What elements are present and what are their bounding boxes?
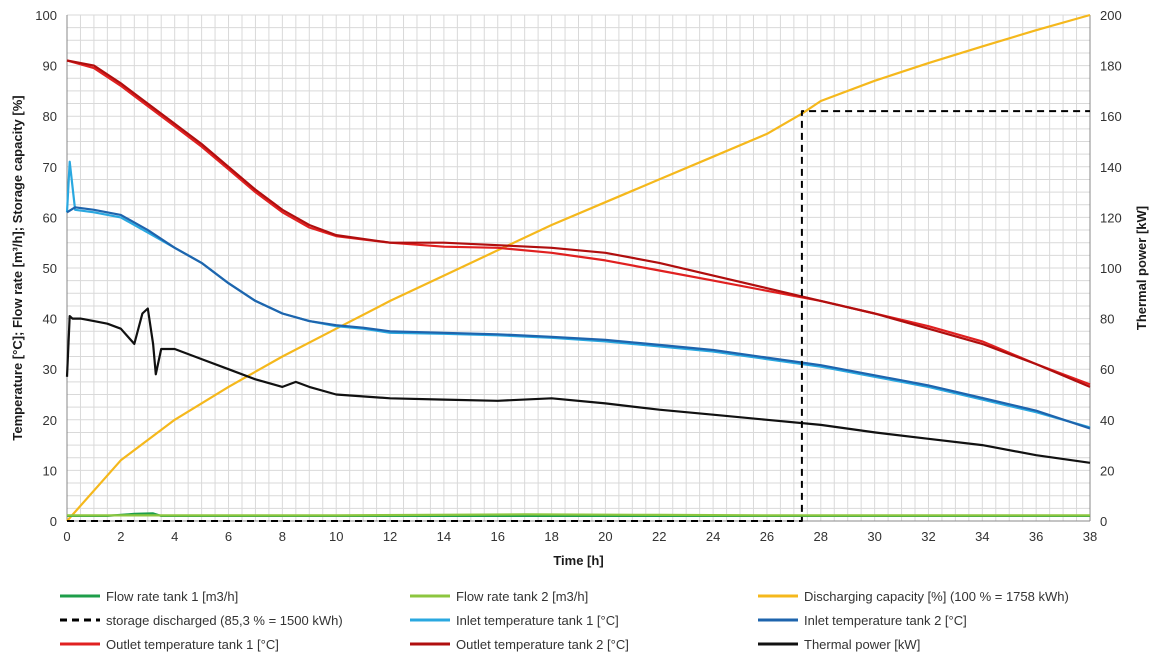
legend-label: Outlet temperature tank 1 [°C] <box>106 637 279 652</box>
legend-item: Outlet temperature tank 1 [°C] <box>60 637 279 652</box>
x-tick-label: 28 <box>814 529 828 544</box>
x-tick-label: 32 <box>921 529 935 544</box>
x-tick-label: 36 <box>1029 529 1043 544</box>
x-tick-label: 20 <box>598 529 612 544</box>
series-line-1 <box>67 513 1090 517</box>
legend-label: Flow rate tank 1 [m3/h] <box>106 589 238 604</box>
legend-item: storage discharged (85,3 % = 1500 kWh) <box>60 613 343 628</box>
y-tick-label: 10 <box>43 463 57 478</box>
legend-item: Thermal power [kW] <box>758 637 920 652</box>
x-tick-label: 38 <box>1083 529 1097 544</box>
y-tick-label: 50 <box>43 261 57 276</box>
x-tick-label: 4 <box>171 529 178 544</box>
x-tick-label: 10 <box>329 529 343 544</box>
y-tick-label: 80 <box>43 109 57 124</box>
series-line-8 <box>65 307 1091 464</box>
x-tick-label: 14 <box>437 529 451 544</box>
series-line-3 <box>67 110 1090 522</box>
legend-item: Flow rate tank 2 [m3/h] <box>410 589 588 604</box>
series-line-7 <box>66 59 1091 388</box>
y-tick-label: 30 <box>43 362 57 377</box>
legend-label: storage discharged (85,3 % = 1500 kWh) <box>106 613 343 628</box>
legend-label: Inlet temperature tank 2 [°C] <box>804 613 967 628</box>
y-tick-label: 40 <box>43 312 57 327</box>
x-tick-label: 2 <box>117 529 124 544</box>
x-tick-label: 0 <box>63 529 70 544</box>
series-line-4 <box>65 160 1091 429</box>
y2-tick-label: 140 <box>1100 160 1122 175</box>
y2-tick-label: 60 <box>1100 362 1114 377</box>
x-tick-label: 34 <box>975 529 989 544</box>
y-tick-label: 0 <box>50 514 57 529</box>
legend-label: Flow rate tank 2 [m3/h] <box>456 589 588 604</box>
x-tick-label: 12 <box>383 529 397 544</box>
y2-tick-label: 160 <box>1100 109 1122 124</box>
y-axis-title: Temperature [°C]; Flow rate [m³/h]; Stor… <box>10 95 25 440</box>
series-line-5 <box>66 206 1091 430</box>
legend-item: Discharging capacity [%] (100 % = 1758 k… <box>758 589 1069 604</box>
y2-tick-label: 100 <box>1100 261 1122 276</box>
x-axis-title: Time [h] <box>553 553 603 568</box>
x-tick-label: 16 <box>491 529 505 544</box>
x-tick-label: 8 <box>279 529 286 544</box>
x-tick-label: 18 <box>544 529 558 544</box>
tick-labels: 0 2 4 6 8 10 12 14 16 18 20 22 24 26 28 30 32 34 36 3801020… <box>35 8 1121 544</box>
legend-label: Outlet temperature tank 2 [°C] <box>456 637 629 652</box>
legend-label: Thermal power [kW] <box>804 637 920 652</box>
legend-item: Inlet temperature tank 2 [°C] <box>758 613 967 628</box>
y2-tick-label: 80 <box>1100 312 1114 327</box>
x-tick-label: 26 <box>760 529 774 544</box>
y2-tick-label: 200 <box>1100 8 1122 23</box>
legend-item: Outlet temperature tank 2 [°C] <box>410 637 629 652</box>
y2-tick-label: 20 <box>1100 463 1114 478</box>
y2-tick-label: 180 <box>1100 59 1122 74</box>
y-tick-label: 70 <box>43 160 57 175</box>
y2-tick-label: 120 <box>1100 210 1122 225</box>
grid <box>66 14 1091 522</box>
y2-tick-label: 0 <box>1100 514 1107 529</box>
series-lines <box>65 13 1091 522</box>
y-tick-label: 90 <box>43 59 57 74</box>
y2-tick-label: 40 <box>1100 413 1114 428</box>
legend-label: Inlet temperature tank 1 [°C] <box>456 613 619 628</box>
x-tick-label: 6 <box>225 529 232 544</box>
y-tick-label: 20 <box>43 413 57 428</box>
y-tick-label: 60 <box>43 210 57 225</box>
x-tick-label: 24 <box>706 529 720 544</box>
legend-label: Discharging capacity [%] (100 % = 1758 k… <box>804 589 1069 604</box>
legend-item: Inlet temperature tank 1 [°C] <box>410 613 619 628</box>
y-tick-label: 100 <box>35 8 57 23</box>
legend: Flow rate tank 1 [m3/h] Flow rate tank 2 … <box>60 589 1069 652</box>
legend-item: Flow rate tank 1 [m3/h] <box>60 589 238 604</box>
y2-axis-title: Thermal power [kW] <box>1134 206 1149 330</box>
x-tick-label: 22 <box>652 529 666 544</box>
x-tick-label: 30 <box>867 529 881 544</box>
